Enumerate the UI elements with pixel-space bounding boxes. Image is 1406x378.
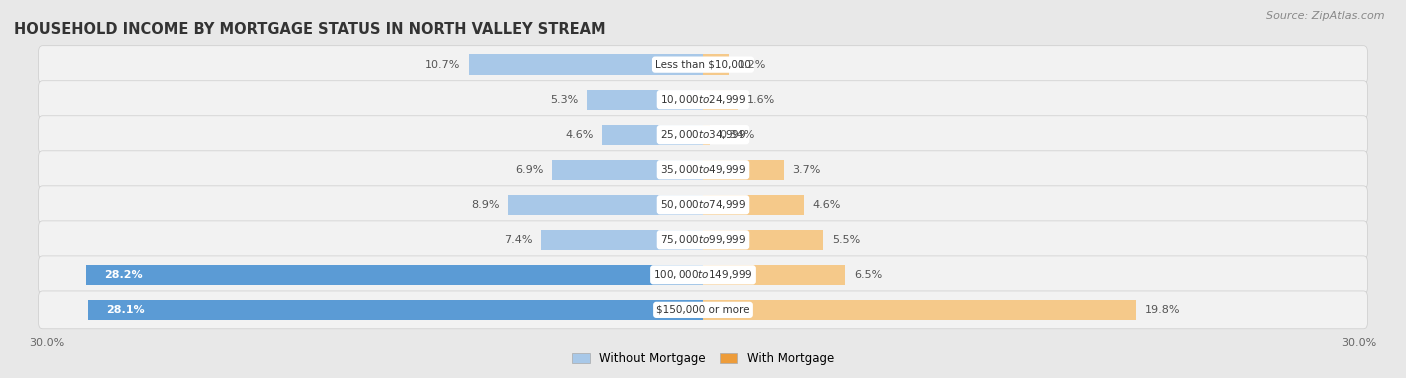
Legend: Without Mortgage, With Mortgage: Without Mortgage, With Mortgage	[567, 347, 839, 370]
Text: Less than $10,000: Less than $10,000	[655, 60, 751, 70]
Bar	[703, 160, 785, 180]
Text: $150,000 or more: $150,000 or more	[657, 305, 749, 315]
Bar	[703, 300, 1136, 320]
Bar	[89, 300, 703, 320]
Text: 1.2%: 1.2%	[738, 60, 766, 70]
Bar	[703, 195, 804, 215]
Text: 19.8%: 19.8%	[1144, 305, 1180, 315]
Bar	[86, 265, 703, 285]
Text: 6.5%: 6.5%	[853, 270, 882, 280]
FancyBboxPatch shape	[38, 291, 1368, 329]
Text: 1.6%: 1.6%	[747, 94, 775, 105]
Bar	[703, 265, 845, 285]
Text: 4.6%: 4.6%	[813, 200, 841, 210]
Bar	[553, 160, 703, 180]
Text: $10,000 to $24,999: $10,000 to $24,999	[659, 93, 747, 106]
Bar	[703, 54, 730, 75]
Bar	[588, 90, 703, 110]
Bar	[541, 230, 703, 250]
Text: 28.2%: 28.2%	[104, 270, 142, 280]
Text: $35,000 to $49,999: $35,000 to $49,999	[659, 163, 747, 176]
Text: 5.3%: 5.3%	[550, 94, 578, 105]
FancyBboxPatch shape	[38, 151, 1368, 189]
Text: HOUSEHOLD INCOME BY MORTGAGE STATUS IN NORTH VALLEY STREAM: HOUSEHOLD INCOME BY MORTGAGE STATUS IN N…	[14, 22, 606, 37]
Text: $75,000 to $99,999: $75,000 to $99,999	[659, 233, 747, 246]
Text: 6.9%: 6.9%	[515, 165, 543, 175]
Text: 10.7%: 10.7%	[425, 60, 460, 70]
Bar	[703, 124, 710, 145]
FancyBboxPatch shape	[38, 221, 1368, 259]
Text: $25,000 to $34,999: $25,000 to $34,999	[659, 128, 747, 141]
Text: $50,000 to $74,999: $50,000 to $74,999	[659, 198, 747, 211]
Bar	[602, 124, 703, 145]
FancyBboxPatch shape	[38, 186, 1368, 224]
FancyBboxPatch shape	[38, 81, 1368, 119]
Bar	[703, 90, 738, 110]
Bar	[470, 54, 703, 75]
FancyBboxPatch shape	[38, 256, 1368, 294]
Text: 0.34%: 0.34%	[720, 130, 755, 140]
FancyBboxPatch shape	[38, 46, 1368, 84]
Text: Source: ZipAtlas.com: Source: ZipAtlas.com	[1267, 11, 1385, 21]
Text: 7.4%: 7.4%	[503, 235, 533, 245]
Text: 8.9%: 8.9%	[471, 200, 499, 210]
Text: 3.7%: 3.7%	[793, 165, 821, 175]
Text: $100,000 to $149,999: $100,000 to $149,999	[654, 268, 752, 281]
Text: 5.5%: 5.5%	[832, 235, 860, 245]
Bar	[509, 195, 703, 215]
Text: 28.1%: 28.1%	[105, 305, 145, 315]
FancyBboxPatch shape	[38, 116, 1368, 153]
Bar	[703, 230, 824, 250]
Text: 4.6%: 4.6%	[565, 130, 593, 140]
